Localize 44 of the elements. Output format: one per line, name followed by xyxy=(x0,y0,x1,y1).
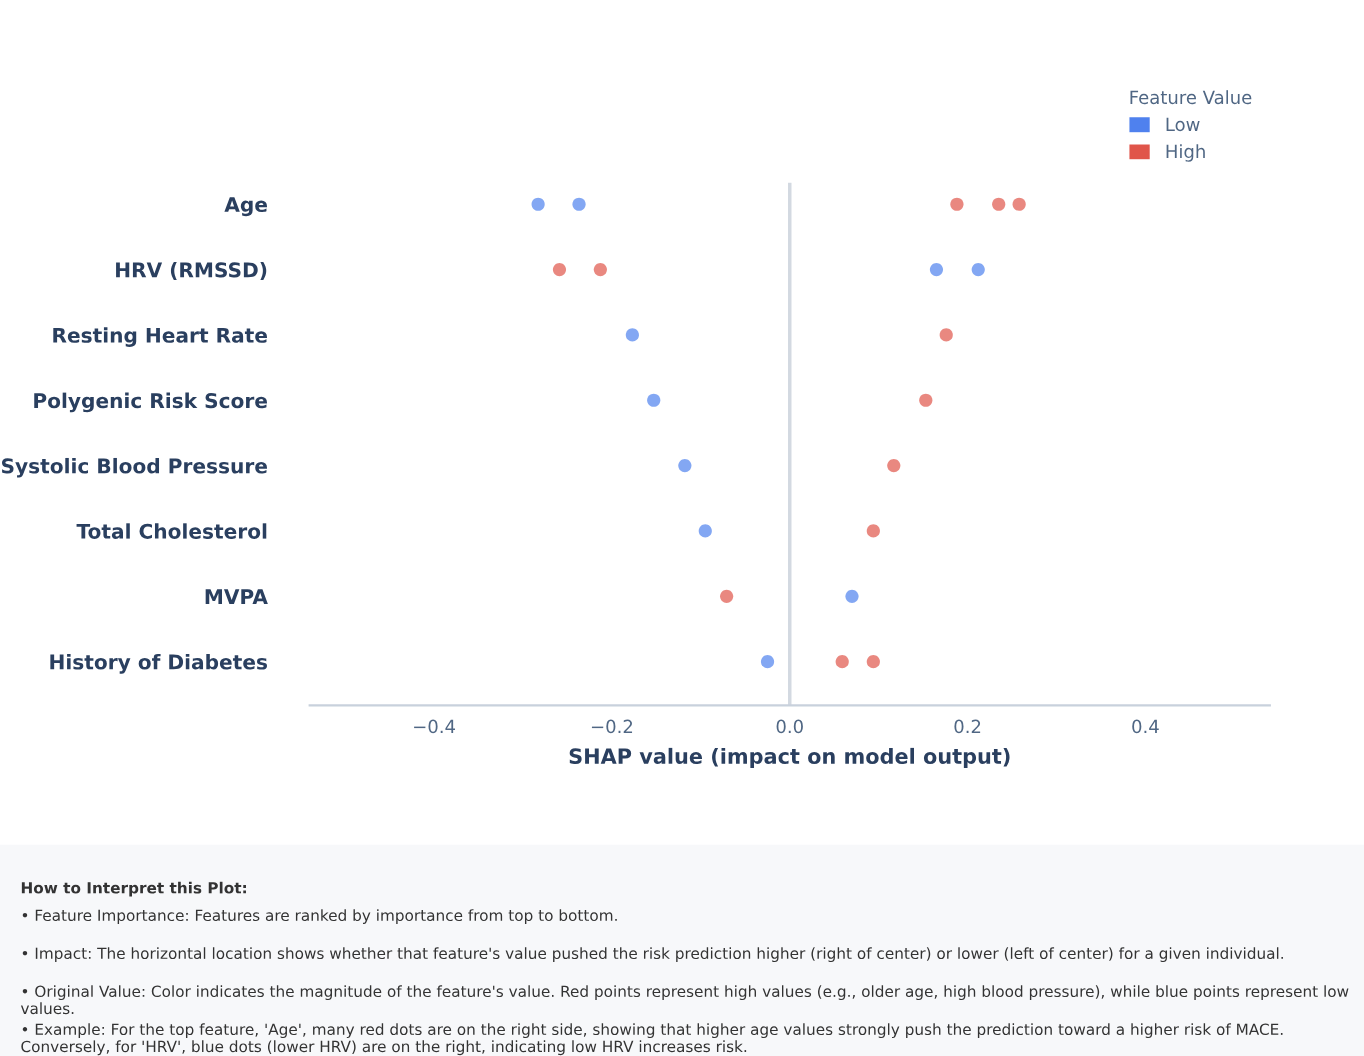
point xyxy=(971,263,985,277)
point xyxy=(552,263,567,277)
point xyxy=(678,459,692,473)
point xyxy=(593,263,607,277)
y-tick-label: MVPA xyxy=(205,589,268,604)
point xyxy=(939,328,953,342)
point xyxy=(835,655,849,669)
y-tick-label: History of Diabetes xyxy=(50,653,268,674)
point xyxy=(698,524,712,538)
text: • Original Value: Color indicates the magnitude of the feature's value. Red points represent high values (e.g., older age, high blood pressure), while blue points represent low values. xyxy=(20,985,1349,1015)
legend-title: Feature Value xyxy=(1130,90,1252,105)
point xyxy=(531,197,545,211)
point xyxy=(647,393,661,407)
point xyxy=(572,197,586,211)
point xyxy=(919,393,933,407)
point xyxy=(1012,197,1026,211)
x-tick-label: 0.4 xyxy=(1132,719,1159,734)
x-tick-label: −0.4 xyxy=(414,719,456,734)
x-tick-label: −0.2 xyxy=(591,719,633,734)
y-tick-label: Age xyxy=(224,197,267,217)
legend-label: Low xyxy=(1166,117,1200,132)
point xyxy=(929,263,944,277)
x-tick-label: 0.2 xyxy=(954,719,981,734)
legend-label: High xyxy=(1166,144,1205,162)
point xyxy=(625,328,639,342)
y-tick-label: HRV (RMSSD) xyxy=(116,261,267,280)
point xyxy=(866,655,880,669)
point xyxy=(992,197,1006,211)
text: How to Interpret this Plot: xyxy=(21,881,246,897)
point xyxy=(887,459,901,473)
point xyxy=(760,655,775,669)
y-tick-label: Polygenic Risk Score xyxy=(34,392,267,413)
text: • Example: For the top feature, 'Age', many red dots are on the right side, showing that higher age values strongly push the prediction toward a higher risk of MACE. Conversely, for 'HRV', blue dots (lower HRV) are on the right, indicating low HRV increases risk. xyxy=(21,1023,1283,1056)
point xyxy=(720,589,734,603)
point xyxy=(845,589,859,603)
y-tick-label: Systolic Blood Pressure xyxy=(1,457,267,478)
text: • Impact: The horizontal location shows whether that feature's value pushed the risk prediction higher (right of center) or lower (left of center) for a given individual. xyxy=(22,947,1283,963)
y-tick-label: Resting Heart Rate xyxy=(53,327,267,347)
text: • Feature Importance: Features are ranked by importance from top to bottom. xyxy=(22,909,617,924)
x-axis-title: SHAP value (impact on model output) xyxy=(569,747,1010,769)
y-tick-label: Total Cholesterol xyxy=(76,523,267,539)
point xyxy=(950,197,964,211)
x-tick-label: 0.0 xyxy=(776,719,803,734)
point xyxy=(866,524,880,538)
